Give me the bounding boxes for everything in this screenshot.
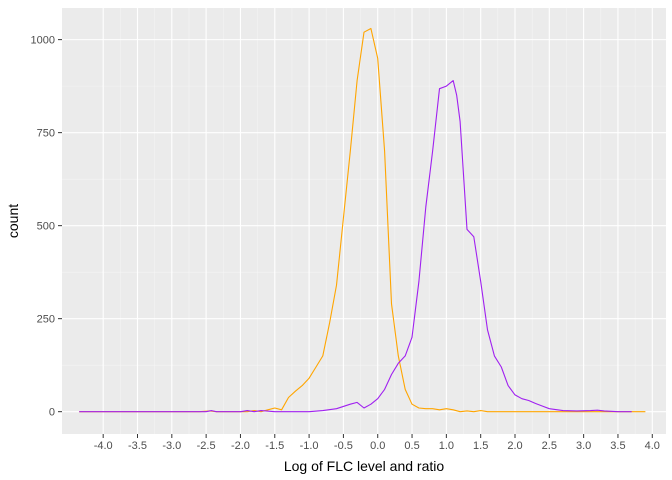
x-tick-label: -2.0 <box>231 440 250 452</box>
x-axis-ticks: -4.0 -3.5 -3.0 -2.5 -2.0 -1.5 -1.0 -0.5 0.0 0.5 1.… <box>94 434 660 452</box>
x-tick-label: -1.0 <box>300 440 319 452</box>
plot-panel <box>62 8 666 434</box>
y-tick-label: 1000 <box>31 35 55 47</box>
x-tick-label: 3.5 <box>610 440 625 452</box>
minor-gridlines <box>62 8 666 434</box>
y-tick-label: 250 <box>37 314 55 326</box>
x-tick-label: -3.5 <box>128 440 147 452</box>
y-tick-label: 0 <box>49 407 55 419</box>
x-tick-label: -4.0 <box>94 440 113 452</box>
y-tick-label: 750 <box>37 128 55 140</box>
x-tick-label: 4.0 <box>645 440 660 452</box>
series-line-2 <box>79 80 632 413</box>
x-tick-label: 2.0 <box>507 440 522 452</box>
x-axis-title: Log of FLC level and ratio <box>284 458 445 474</box>
x-tick-label: -0.5 <box>334 440 353 452</box>
x-tick-label: -2.5 <box>197 440 216 452</box>
x-tick-label: 0.0 <box>370 440 385 452</box>
x-tick-label: -1.5 <box>265 440 284 452</box>
x-tick-label: 2.5 <box>542 440 557 452</box>
y-tick-label: 500 <box>37 221 55 233</box>
x-tick-label: -3.0 <box>162 440 181 452</box>
x-tick-label: 3.0 <box>576 440 591 452</box>
x-tick-label: 0.5 <box>404 440 419 452</box>
y-axis-ticks: 0 250 500 750 1000 <box>31 35 62 419</box>
series-line-1 <box>79 27 646 413</box>
y-axis-title: count <box>5 204 21 238</box>
x-tick-label: 1.5 <box>473 440 488 452</box>
x-tick-label: 1.0 <box>439 440 454 452</box>
series-layer <box>79 27 646 413</box>
